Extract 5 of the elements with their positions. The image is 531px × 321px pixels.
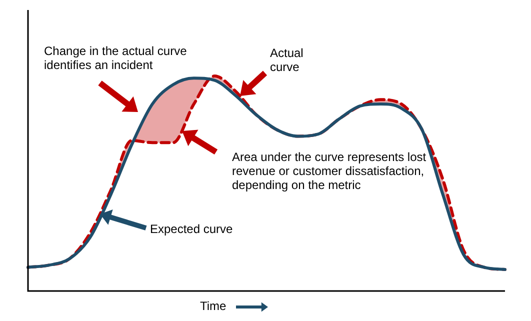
- annotation: Area under the curve represents lost revenue or customer dissatisfaction, depending on the metric: [232, 150, 428, 192]
- text: Actual curve: [270, 46, 304, 74]
- text: Change in the actual curve identifies an incident: [44, 44, 188, 72]
- annotation: Expected curve: [150, 222, 234, 236]
- x-axis-title: Time: [200, 299, 228, 313]
